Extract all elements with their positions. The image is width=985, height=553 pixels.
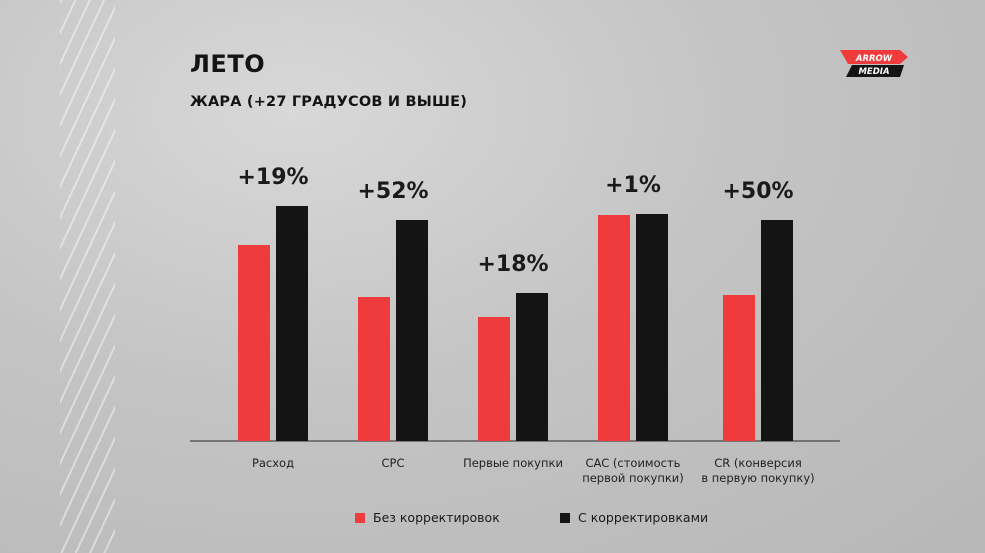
legend-swatch-red (355, 512, 365, 523)
x-tick-label-3-1: первой покупки) (582, 471, 684, 485)
bar-series2-3 (636, 214, 668, 441)
slide-title: ЛЕТО (190, 50, 266, 78)
bar-series2-4 (761, 220, 793, 441)
logo-text-media: MEDIA (858, 67, 889, 77)
bar-series1-0 (238, 245, 270, 441)
legend-label-series2: С корректировками (578, 510, 709, 525)
x-tick-label-0-0: Расход (252, 456, 294, 470)
annotation-label-1: +52% (357, 179, 428, 204)
annotation-label-3: +1% (605, 173, 661, 198)
annotation-label-0: +19% (237, 165, 308, 190)
legend-label-series1: Без корректировок (373, 510, 500, 525)
bar-series1-1 (358, 297, 390, 441)
bar-series1-2 (478, 317, 510, 441)
slide-subtitle: ЖАРА (+27 ГРАДУСОВ И ВЫШЕ) (190, 94, 468, 110)
legend-item-series2: С корректировками (560, 510, 708, 525)
bar-series2-2 (516, 293, 548, 441)
x-tick-label-2-0: Первые покупки (463, 456, 563, 470)
x-tick-label-4-1: в первую покупку) (701, 471, 814, 485)
bar-series1-4 (723, 295, 755, 441)
arrow-media-logo: ARROW MEDIA (840, 50, 908, 77)
logo-text-arrow: ARROW (855, 54, 893, 64)
legend-item-series1: Без корректировок (355, 510, 500, 525)
bar-series2-0 (276, 206, 308, 441)
x-tick-label-1-0: CPC (382, 456, 405, 470)
bar-series2-1 (396, 220, 428, 441)
x-tick-label-4-0: CR (конверсия (714, 456, 802, 470)
legend-swatch-black (560, 512, 570, 523)
x-tick-label-3-0: CAC (стоимость (586, 456, 681, 470)
decorative-stripes (60, 0, 115, 553)
annotation-label-2: +18% (477, 252, 548, 277)
annotation-label-4: +50% (722, 179, 793, 204)
bar-series1-3 (598, 215, 630, 441)
